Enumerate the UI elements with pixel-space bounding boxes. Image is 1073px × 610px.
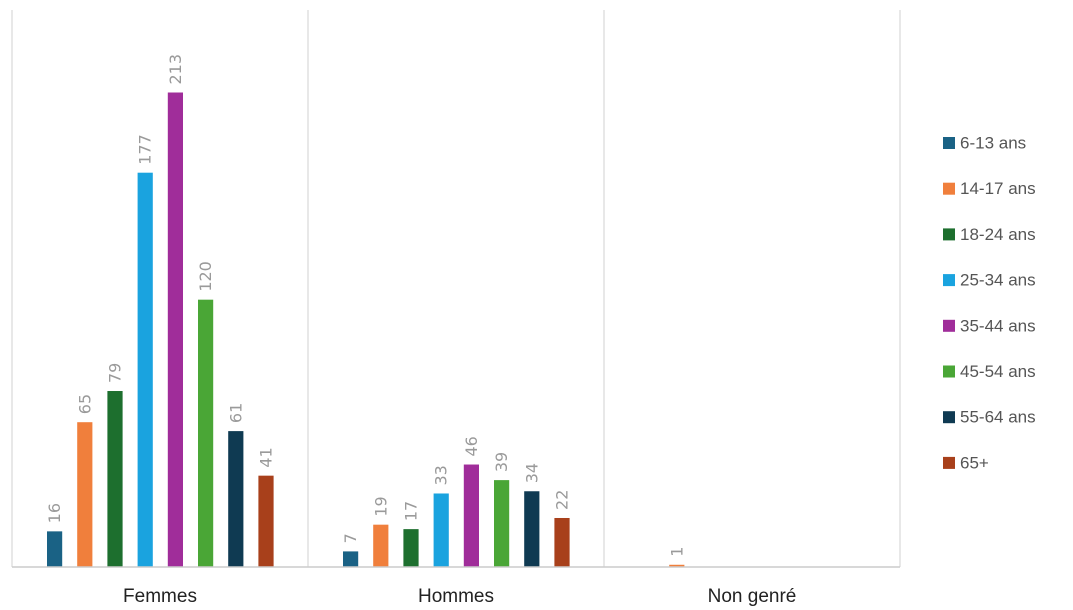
- legend-item-25-34-ans[interactable]: 25-34 ans: [943, 271, 1036, 290]
- bar-femmes-55-64-ans: [228, 431, 244, 567]
- legend-label: 35-44 ans: [960, 316, 1036, 335]
- x-tick-label-femmes: Femmes: [123, 586, 197, 607]
- bar-femmes-45-54-ans: [198, 299, 214, 567]
- bar-femmes-14-17-ans: [77, 422, 93, 567]
- data-label-femmes-35-44-ans: 213: [166, 54, 185, 85]
- legend[interactable]: 6-13 ans 14-17 ans 18-24 ans 25-34 ans 35-44…: [943, 134, 1036, 473]
- legend-swatch: [943, 182, 955, 195]
- legend-label: 45-54 ans: [960, 362, 1036, 381]
- bar-hommes-6-13-ans: [343, 551, 359, 567]
- legend-swatch: [943, 365, 955, 378]
- x-tick-label-non-genre: Non genré: [708, 586, 797, 607]
- legend-swatch: [943, 319, 955, 332]
- data-label-hommes-25-34-ans: 33: [432, 465, 451, 485]
- data-label-hommes-65: 22: [553, 490, 572, 510]
- data-label-hommes-55-64-ans: 34: [522, 463, 541, 483]
- legend-item-65[interactable]: 65+: [943, 453, 989, 472]
- bar-hommes-25-34-ans: [433, 493, 449, 567]
- data-label-femmes-6-13-ans: 16: [45, 503, 64, 523]
- legend-swatch: [943, 456, 955, 469]
- bar-femmes-25-34-ans: [137, 172, 153, 567]
- data-label-hommes-18-24-ans: 17: [402, 501, 421, 521]
- bar-hommes-18-24-ans: [403, 529, 419, 567]
- legend-swatch: [943, 411, 955, 424]
- data-labels: 16 65 79 177 213 120 61 41 7 19 17 33 46 39 34 22 1: [45, 54, 686, 557]
- legend-item-45-54-ans[interactable]: 45-54 ans: [943, 362, 1036, 381]
- bar-hommes-14-17-ans: [373, 524, 389, 567]
- legend-swatch: [943, 228, 955, 241]
- x-tick-label-hommes: Hommes: [418, 586, 494, 607]
- bar-hommes-35-44-ans: [463, 464, 479, 567]
- legend-item-35-44-ans[interactable]: 35-44 ans: [943, 316, 1036, 335]
- data-label-femmes-14-17-ans: 65: [75, 394, 94, 414]
- data-label-non-genre-14-17-ans: 1: [667, 547, 686, 557]
- bar-femmes-18-24-ans: [107, 391, 123, 567]
- x-tick-labels: Femmes Hommes Non genré: [123, 586, 796, 607]
- legend-label: 18-24 ans: [960, 225, 1036, 244]
- legend-item-55-64-ans[interactable]: 55-64 ans: [943, 408, 1036, 427]
- bar-femmes-65: [258, 475, 274, 567]
- data-label-femmes-25-34-ans: 177: [136, 134, 155, 165]
- legend-item-6-13-ans[interactable]: 6-13 ans: [943, 134, 1026, 153]
- data-label-femmes-45-54-ans: 120: [196, 261, 215, 292]
- legend-swatch: [943, 137, 955, 149]
- bar-hommes-45-54-ans: [494, 480, 510, 567]
- data-label-hommes-45-54-ans: 39: [492, 452, 511, 472]
- data-label-femmes-55-64-ans: 61: [226, 403, 245, 423]
- data-label-femmes-18-24-ans: 79: [106, 363, 125, 383]
- bar-hommes-55-64-ans: [524, 491, 540, 567]
- legend-item-18-24-ans[interactable]: 18-24 ans: [943, 225, 1036, 244]
- legend-item-14-17-ans[interactable]: 14-17 ans: [943, 179, 1036, 198]
- bar-non-genre-14-17-ans: [669, 564, 685, 567]
- category-separators: [11, 10, 901, 567]
- data-label-hommes-14-17-ans: 19: [371, 496, 390, 516]
- data-label-hommes-6-13-ans: 7: [341, 533, 360, 543]
- legend-label: 25-34 ans: [960, 271, 1036, 290]
- bars: [47, 92, 685, 567]
- bar-femmes-6-13-ans: [47, 531, 63, 567]
- legend-label: 14-17 ans: [960, 179, 1036, 198]
- data-label-hommes-35-44-ans: 46: [462, 436, 481, 456]
- bar-hommes-65: [554, 517, 570, 567]
- data-label-femmes-65: 41: [257, 447, 276, 467]
- legend-swatch: [943, 274, 955, 287]
- legend-label: 55-64 ans: [960, 408, 1036, 427]
- bar-femmes-35-44-ans: [167, 92, 183, 567]
- legend-label: 6-13 ans: [960, 134, 1026, 153]
- legend-label: 65+: [960, 453, 989, 472]
